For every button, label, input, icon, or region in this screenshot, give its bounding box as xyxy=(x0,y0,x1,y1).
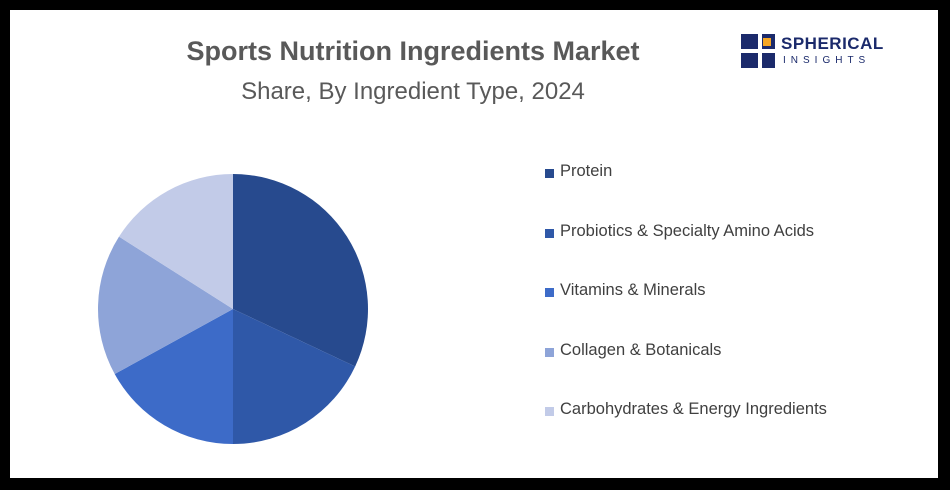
chart-panel: Sports Nutrition Ingredients Market Shar… xyxy=(10,10,938,478)
legend-label: Protein xyxy=(560,162,613,180)
logo-text-primary: SPHERICAL xyxy=(781,34,884,53)
logo-mark-icon xyxy=(741,34,775,68)
pie-slice-2 xyxy=(233,309,356,444)
legend-label: Vitamins & Minerals xyxy=(560,281,706,299)
legend-swatch xyxy=(545,228,554,238)
legend-item: Collagen & Botanicals xyxy=(545,341,925,401)
logo-text-secondary: INSIGHTS xyxy=(783,55,871,66)
chart-subtitle: Share, By Ingredient Type, 2024 xyxy=(241,78,585,105)
chart-title: Sports Nutrition Ingredients Market xyxy=(186,36,640,66)
pie-slice-1 xyxy=(233,174,368,367)
pie-slice-5 xyxy=(119,174,233,309)
pie-slice-4 xyxy=(98,236,233,375)
chart-legend: Protein Probiotics & Specialty Amino Acid… xyxy=(545,162,925,460)
pie-slice-3 xyxy=(114,309,233,444)
legend-swatch xyxy=(545,169,554,178)
legend-label: Carbohydrates & Energy Ingredients xyxy=(560,400,827,418)
pie-chart xyxy=(98,174,368,444)
legend-swatch xyxy=(545,407,554,416)
legend-item: Probiotics & Specialty Amino Acids xyxy=(545,222,925,282)
legend-label: Collagen & Botanicals xyxy=(560,340,722,359)
spherical-insights-logo: SPHERICAL INSIGHTS xyxy=(741,34,891,74)
legend-item: Carbohydrates & Energy Ingredients xyxy=(545,400,925,460)
legend-label: Probiotics & Specialty Amino Acids xyxy=(560,221,815,240)
legend-item: Protein xyxy=(545,162,925,222)
legend-item: Vitamins & Minerals xyxy=(545,281,925,341)
legend-swatch xyxy=(545,347,554,357)
legend-swatch xyxy=(545,288,554,297)
